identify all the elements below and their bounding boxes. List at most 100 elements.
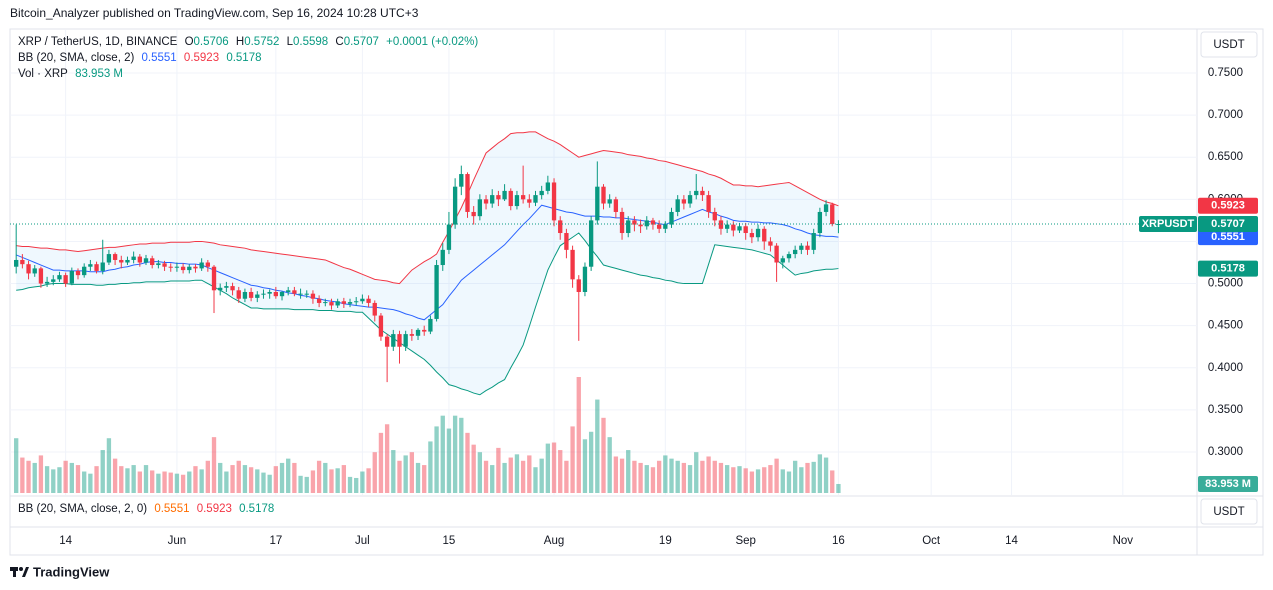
volume-bar [298,475,303,493]
candle-body [354,301,359,303]
currency-label[interactable]: USDT [1213,39,1244,51]
x-tick-label: 14 [59,535,72,547]
volume-bar [681,462,687,493]
price-badge-bg [1198,216,1258,233]
volume-bar [619,458,625,493]
volume-bar [452,415,458,493]
candle-body [471,211,476,217]
candle-body [459,174,464,187]
volume-bar [465,432,470,493]
volume-bar [106,438,112,493]
candle-body [619,211,625,234]
candle-body [391,334,396,347]
candle-body [656,224,662,229]
candle-body [261,293,266,295]
candle-body [582,266,588,292]
candle-body [156,263,161,266]
volume-bar [168,472,173,493]
volume-name: Vol · XRP [18,68,68,80]
high-value: 0.5752 [244,36,280,48]
candle-body [273,291,279,297]
candle-body [731,224,736,231]
pane-currency-button[interactable] [1200,498,1258,525]
price-badge: 0.5707 [1211,218,1245,230]
candle-body [248,291,254,298]
volume-bar [347,476,353,493]
candle-body [483,199,489,204]
candle-body [292,290,297,294]
candle-body [26,264,31,274]
volume-bar [51,469,56,493]
candle-body [446,224,452,250]
volume-bar [656,460,662,493]
candle-body [69,270,74,284]
candle-body [255,294,260,298]
volume-bar [545,443,551,493]
volume-bar [749,471,755,493]
volume-bar [786,471,792,493]
volume-bar [762,467,767,493]
volume-bar [805,462,810,493]
y-tick-label: 0.3500 [1208,404,1243,416]
candle-body [694,190,699,196]
candle-body [743,226,748,234]
pane-currency-label[interactable]: USDT [1213,506,1244,518]
candle-body [502,190,507,200]
candle-body [168,266,173,268]
candle-body [823,204,829,212]
volume-bar [366,468,371,493]
volume-bar [57,467,62,493]
volume-bar [242,465,248,493]
y-tick-label: 0.4000 [1208,362,1243,374]
volume-bar [669,458,674,493]
volume-bar [440,415,445,493]
candle-body [316,298,322,303]
volume-bar [836,483,841,493]
volume-bar [483,460,489,493]
bb-basis-badge-bg [1198,229,1258,246]
candle-body [545,182,551,191]
candle-body [558,220,563,234]
candle-body [576,279,581,292]
volume-legend: Vol · XRP 83.953 M [18,66,127,82]
volume-bar [650,467,656,493]
volume-bar [335,468,340,493]
volume-bar [496,447,501,493]
volume-bar [230,465,235,493]
candle-body [700,190,705,196]
candle-body [737,226,742,231]
candle-body [125,259,130,263]
volume-bar [174,473,180,493]
bb-upper-badge: 0.5923 [1211,200,1245,212]
volume-bar [823,457,829,493]
candle-body [539,190,544,196]
y-tick-label: 0.7500 [1208,67,1243,79]
volume-bar [539,458,544,493]
volume-bar [378,432,384,493]
volume-bar [582,439,588,493]
candle-body [150,258,155,266]
candle-body [644,220,649,227]
frame [9,28,1264,556]
candle-body [88,264,93,267]
symbol-legend: XRP / TetherUS, 1D, BINANCE O0.5706 H0.5… [18,34,482,50]
volume-bar [162,471,167,493]
volume-bar [218,462,223,493]
volume-bar [502,462,507,493]
candle-body [805,245,810,250]
candle-body [279,291,285,297]
candle-body [626,220,631,234]
volume-bar [588,431,594,493]
candle-body [830,204,835,225]
volume-bar [533,467,538,493]
candle-body [817,211,823,234]
candle-body [440,249,445,266]
candle-body [143,258,149,263]
candle-body [762,228,767,242]
volume-bar [626,450,631,493]
volume-bar [675,460,680,493]
candle-body [372,302,377,316]
candle-body [193,266,198,269]
currency-button[interactable] [1200,31,1258,58]
